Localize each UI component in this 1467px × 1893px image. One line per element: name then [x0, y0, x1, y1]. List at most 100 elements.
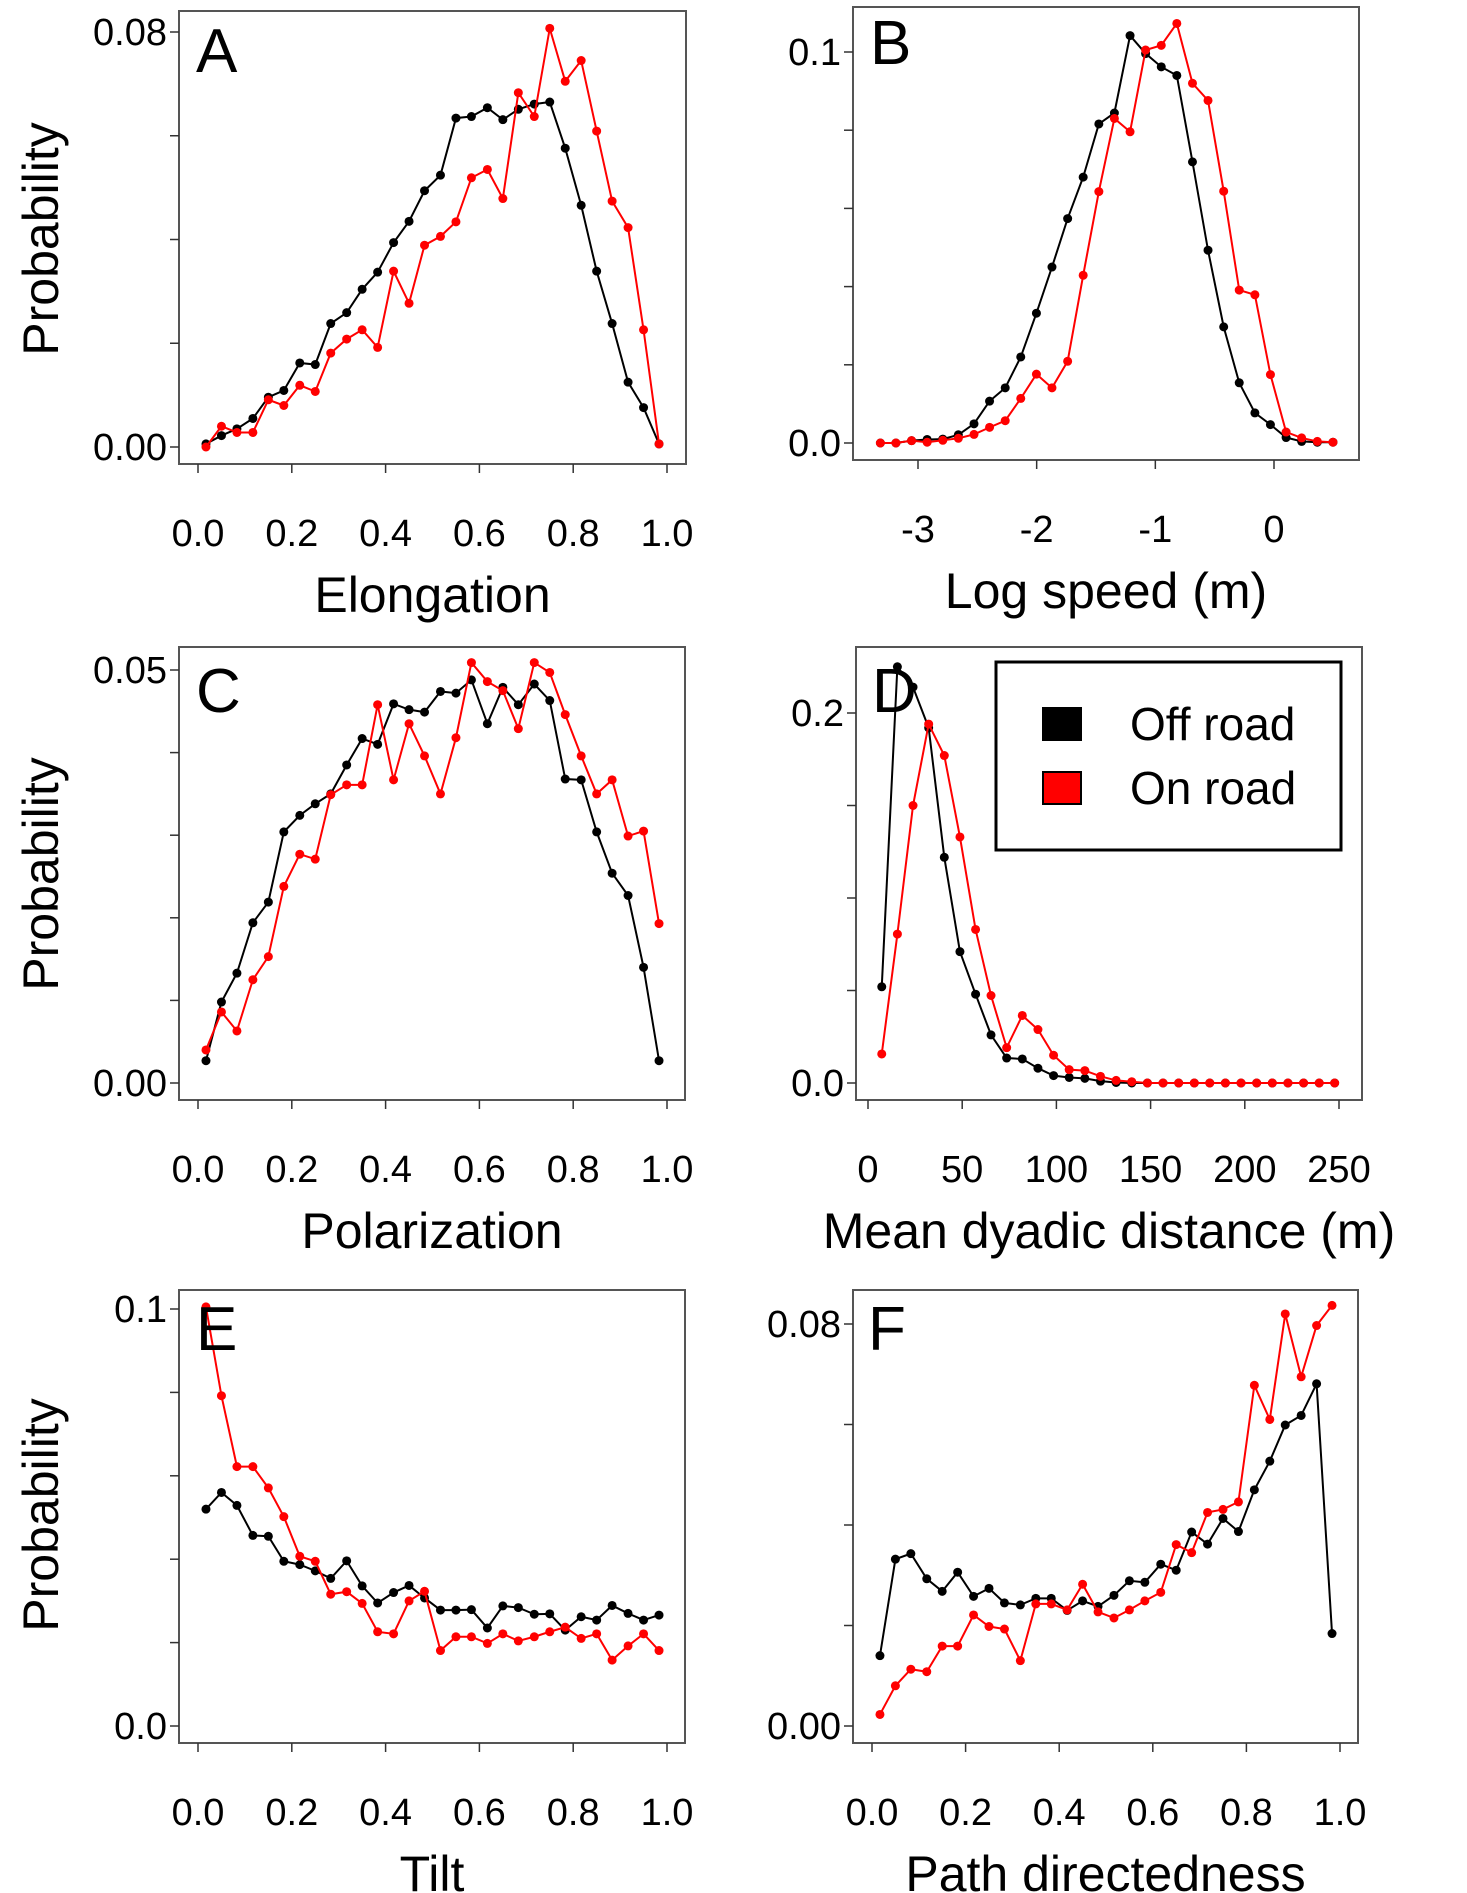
data-point-off-road — [389, 699, 399, 709]
data-point-on-road — [560, 710, 570, 720]
data-point-on-road — [201, 442, 211, 452]
data-point-on-road — [498, 686, 508, 696]
data-point-off-road — [1063, 214, 1073, 224]
data-point-on-road — [482, 677, 492, 687]
data-point-on-road — [498, 1629, 508, 1639]
data-point-on-road — [201, 1302, 211, 1312]
data-point-on-road — [1267, 1078, 1277, 1088]
data-point-on-road — [498, 194, 508, 204]
data-point-on-road — [373, 342, 383, 352]
data-point-off-road — [232, 968, 242, 978]
data-point-on-road — [1330, 1078, 1340, 1088]
x-axis-title: Tilt — [400, 1846, 465, 1893]
data-point-off-road — [529, 1609, 539, 1619]
series-line-on-road — [204, 1306, 660, 1662]
data-point-on-road — [342, 780, 352, 790]
data-point-on-road — [248, 975, 258, 985]
data-point-off-road — [513, 700, 523, 710]
data-point-on-road — [1033, 1025, 1043, 1035]
data-point-on-road — [451, 733, 461, 743]
data-point-off-road — [435, 170, 445, 180]
data-point-on-road — [985, 422, 995, 432]
x-axis-title: Polarization — [301, 1203, 562, 1259]
data-point-on-road — [529, 112, 539, 122]
data-point-off-road — [451, 113, 461, 123]
plot-frame — [178, 10, 687, 465]
x-tick-label: 0.6 — [453, 513, 506, 555]
data-point-on-road — [1189, 1078, 1199, 1088]
data-point-off-road — [639, 962, 649, 972]
data-point-on-road — [263, 1483, 273, 1493]
series-line-on-road — [205, 28, 661, 448]
data-point-off-road — [592, 827, 602, 837]
data-point-on-road — [906, 1664, 916, 1674]
data-point-off-road — [1094, 119, 1104, 129]
data-point-off-road — [373, 267, 383, 277]
data-point-on-road — [201, 1045, 211, 1055]
data-point-on-road — [373, 1627, 383, 1637]
data-point-off-road — [466, 1605, 476, 1615]
data-point-off-road — [263, 897, 273, 907]
data-point-off-road — [216, 997, 226, 1007]
y-tick-label: 0.2 — [791, 693, 844, 735]
data-point-on-road — [623, 831, 633, 841]
data-point-off-road — [592, 266, 602, 276]
data-point-on-road — [389, 1629, 399, 1639]
data-point-on-road — [435, 1646, 445, 1656]
data-point-on-road — [607, 196, 617, 206]
data-point-off-road — [1234, 378, 1244, 388]
data-point-on-road — [1156, 1587, 1166, 1597]
y-tick-label: 0.08 — [93, 12, 167, 54]
data-point-off-road — [986, 1030, 996, 1040]
series-on-road — [877, 719, 1340, 1088]
data-point-on-road — [891, 438, 901, 448]
panel-b: 0.0 0.1 -3 -2 -1 0 Log speed (m) B — [788, 6, 1360, 619]
data-point-on-road — [576, 56, 586, 66]
data-point-off-road — [639, 1615, 649, 1625]
y-tick-label: 0.0 — [791, 1063, 844, 1105]
data-point-on-road — [1250, 290, 1260, 300]
data-point-on-road — [999, 1624, 1009, 1634]
data-point-on-road — [1265, 370, 1275, 380]
x-axis-title: Path directedness — [905, 1846, 1305, 1893]
data-point-on-road — [922, 1667, 932, 1677]
data-point-off-road — [623, 890, 633, 900]
data-point-on-road — [342, 1587, 352, 1597]
data-point-off-road — [939, 852, 949, 862]
x-tick-label: 0.4 — [359, 513, 412, 555]
data-point-off-road — [1015, 1600, 1025, 1610]
data-point-off-road — [232, 1500, 242, 1510]
x-tick-label: 150 — [1119, 1149, 1182, 1191]
data-point-on-road — [654, 1646, 664, 1656]
data-point-on-road — [892, 929, 902, 939]
data-point-off-road — [404, 705, 414, 715]
data-point-on-road — [435, 789, 445, 799]
data-point-off-road — [545, 1609, 555, 1619]
data-point-off-road — [1064, 1072, 1074, 1082]
data-point-on-road — [373, 700, 383, 710]
x-tick-label: 0.8 — [1220, 1792, 1273, 1834]
panel-e: 0.0 0.1 0.0 0.2 0.4 0.6 0.8 1.0 Tilt E — [114, 1289, 693, 1893]
data-point-on-road — [263, 395, 273, 405]
series-line-off-road — [205, 678, 661, 1061]
data-point-off-road — [969, 1591, 979, 1601]
x-tick-label: 0.4 — [359, 1149, 412, 1191]
data-point-on-road — [953, 433, 963, 443]
series-on-road — [201, 23, 664, 452]
data-point-off-road — [1125, 31, 1135, 41]
data-point-on-road — [310, 386, 320, 396]
data-point-off-road — [1250, 408, 1260, 418]
x-tick-label: 0.0 — [172, 513, 225, 555]
series-off-road — [201, 97, 664, 449]
data-point-off-road — [953, 1567, 963, 1577]
x-tick-label: 250 — [1307, 1149, 1370, 1191]
data-point-on-road — [560, 76, 570, 86]
x-tick-label: 0 — [857, 1149, 878, 1191]
data-point-off-road — [1078, 172, 1088, 182]
data-point-off-road — [545, 696, 555, 706]
data-point-on-road — [232, 1462, 242, 1472]
data-point-on-road — [1328, 437, 1338, 447]
plot-frame — [178, 646, 686, 1101]
data-point-on-road — [310, 1556, 320, 1566]
